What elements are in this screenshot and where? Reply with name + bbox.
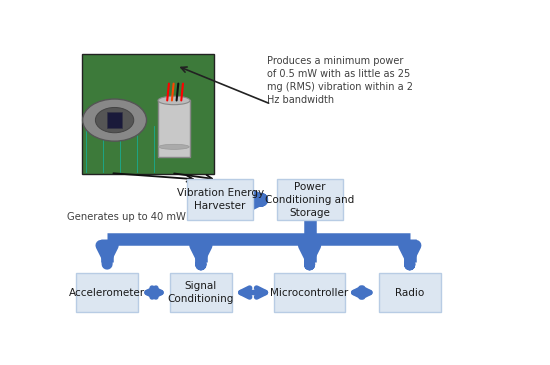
Bar — [81, 54, 213, 174]
Text: Produces a minimum power
of 0.5 mW with as little as 25
mg (RMS) vibration withi: Produces a minimum power of 0.5 mW with … — [267, 57, 413, 105]
Circle shape — [82, 99, 146, 141]
Text: Microcontroller: Microcontroller — [271, 288, 349, 297]
FancyBboxPatch shape — [277, 180, 343, 220]
FancyBboxPatch shape — [76, 273, 138, 312]
Text: Accelerometer: Accelerometer — [69, 288, 145, 297]
Text: Power
Conditioning and
Storage: Power Conditioning and Storage — [265, 181, 354, 218]
FancyBboxPatch shape — [379, 273, 441, 312]
Text: Signal
Conditioning: Signal Conditioning — [168, 281, 234, 304]
Text: Generates up to 40 mW: Generates up to 40 mW — [67, 212, 186, 222]
Text: Vibration Energy
Harvester: Vibration Energy Harvester — [177, 188, 263, 211]
Circle shape — [95, 107, 134, 133]
Ellipse shape — [159, 144, 189, 149]
Ellipse shape — [158, 96, 190, 105]
FancyBboxPatch shape — [170, 273, 232, 312]
Bar — [107, 112, 122, 128]
Bar — [158, 100, 190, 157]
FancyBboxPatch shape — [187, 180, 253, 220]
FancyBboxPatch shape — [274, 273, 345, 312]
Text: Radio: Radio — [395, 288, 425, 297]
